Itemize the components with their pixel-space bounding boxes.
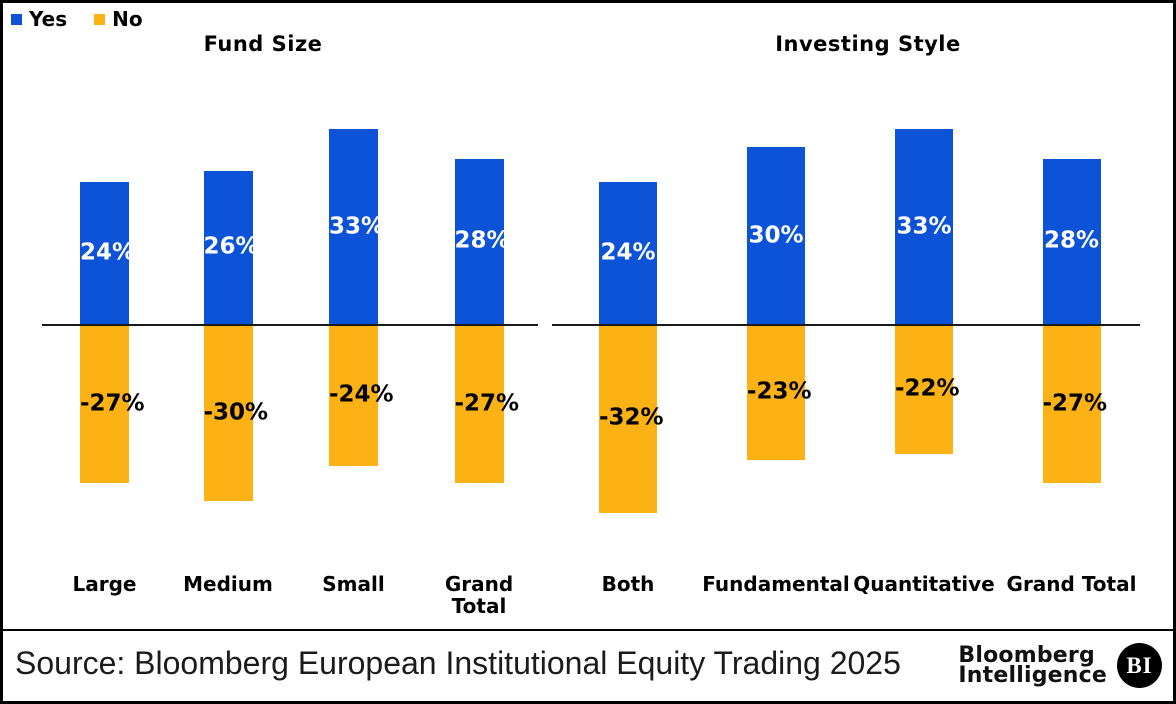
bar-value-label-no-large: -27% — [80, 390, 145, 417]
legend-label-yes: Yes — [29, 7, 68, 31]
bar-no-small: -24% — [329, 324, 394, 466]
legend-item-no: No — [94, 7, 143, 31]
bar-yes-large: 24% — [80, 182, 136, 324]
bar-value-label-yes-grand-total: 28% — [1043, 227, 1100, 254]
category-label-small: Small — [322, 572, 385, 596]
bar-no-large: -27% — [80, 324, 145, 484]
bar-value-label-no-grand-total: -27% — [1042, 390, 1108, 417]
bar-value-label-no-both: -32% — [599, 404, 664, 431]
bar-value-label-yes-large: 24% — [80, 239, 136, 266]
category-label-both: Both — [601, 572, 655, 596]
bar-value-label-no-quantitative: -22% — [895, 375, 960, 402]
category-label-medium: Medium — [183, 572, 273, 596]
zero-axis-line-right — [552, 324, 1140, 326]
bar-value-label-yes-fundamental: 30% — [748, 222, 804, 248]
source-text: Source: Bloomberg European Institutional… — [15, 645, 901, 681]
bloomberg-intelligence-wordmark: Bloomberg Intelligence — [958, 642, 1107, 688]
bar-yes-grand-total: 28% — [1042, 158, 1101, 324]
category-label-quantitative: Quantitative — [853, 572, 995, 596]
bar-value-label-yes-both: 24% — [600, 239, 656, 266]
bar-value-label-no-small: -24% — [329, 381, 394, 408]
bloomberg-intelligence-logo: Bloomberg Intelligence BI — [958, 643, 1162, 688]
bar-value-label-yes-grand-total: 28% — [454, 227, 510, 254]
category-label-grand-total: Grand Total — [1006, 572, 1137, 596]
bar-yes-both: 24% — [599, 182, 657, 324]
bar-yes-fundamental: 30% — [747, 147, 805, 324]
bar-yes-quantitative: 33% — [895, 129, 953, 324]
zero-axis-line-left — [42, 324, 538, 326]
bar-no-grand-total: -27% — [454, 324, 520, 484]
bi-circle-badge-icon: BI — [1117, 643, 1162, 688]
bar-no-quantitative: -22% — [895, 324, 960, 454]
bar-value-label-yes-quantitative: 33% — [896, 213, 952, 240]
bar-no-medium: -30% — [203, 324, 269, 501]
panel-title-investing-style: Investing Style — [775, 32, 961, 56]
logo-line-intelligence: Intelligence — [958, 662, 1107, 688]
footer-divider — [0, 629, 1176, 631]
legend: Yes No — [11, 9, 143, 29]
bar-value-label-no-fundamental: -23% — [747, 378, 812, 405]
bar-no-both: -32% — [599, 324, 664, 513]
category-label-grand-total: Grand Total — [444, 572, 514, 618]
category-label-large: Large — [72, 572, 137, 596]
legend-swatch-no-icon — [94, 13, 106, 25]
bar-value-label-yes-small: 33% — [329, 213, 385, 240]
bar-value-label-no-medium: -30% — [203, 399, 269, 425]
bar-value-label-no-grand-total: -27% — [454, 390, 520, 417]
panel-title-fund-size: Fund Size — [203, 32, 323, 56]
legend-label-no: No — [112, 7, 143, 31]
bar-no-fundamental: -23% — [747, 324, 812, 460]
bar-yes-small: 33% — [329, 129, 385, 324]
category-label-fundamental: Fundamental — [702, 572, 850, 596]
bar-yes-grand-total: 28% — [454, 158, 510, 324]
bar-value-label-yes-medium: 26% — [203, 233, 259, 260]
bar-yes-medium: 26% — [203, 170, 259, 324]
legend-swatch-yes-icon — [11, 13, 22, 25]
legend-item-yes: Yes — [11, 9, 67, 29]
logo-line-bloomberg: Bloomberg — [958, 642, 1095, 668]
bar-no-grand-total: -27% — [1042, 324, 1108, 484]
